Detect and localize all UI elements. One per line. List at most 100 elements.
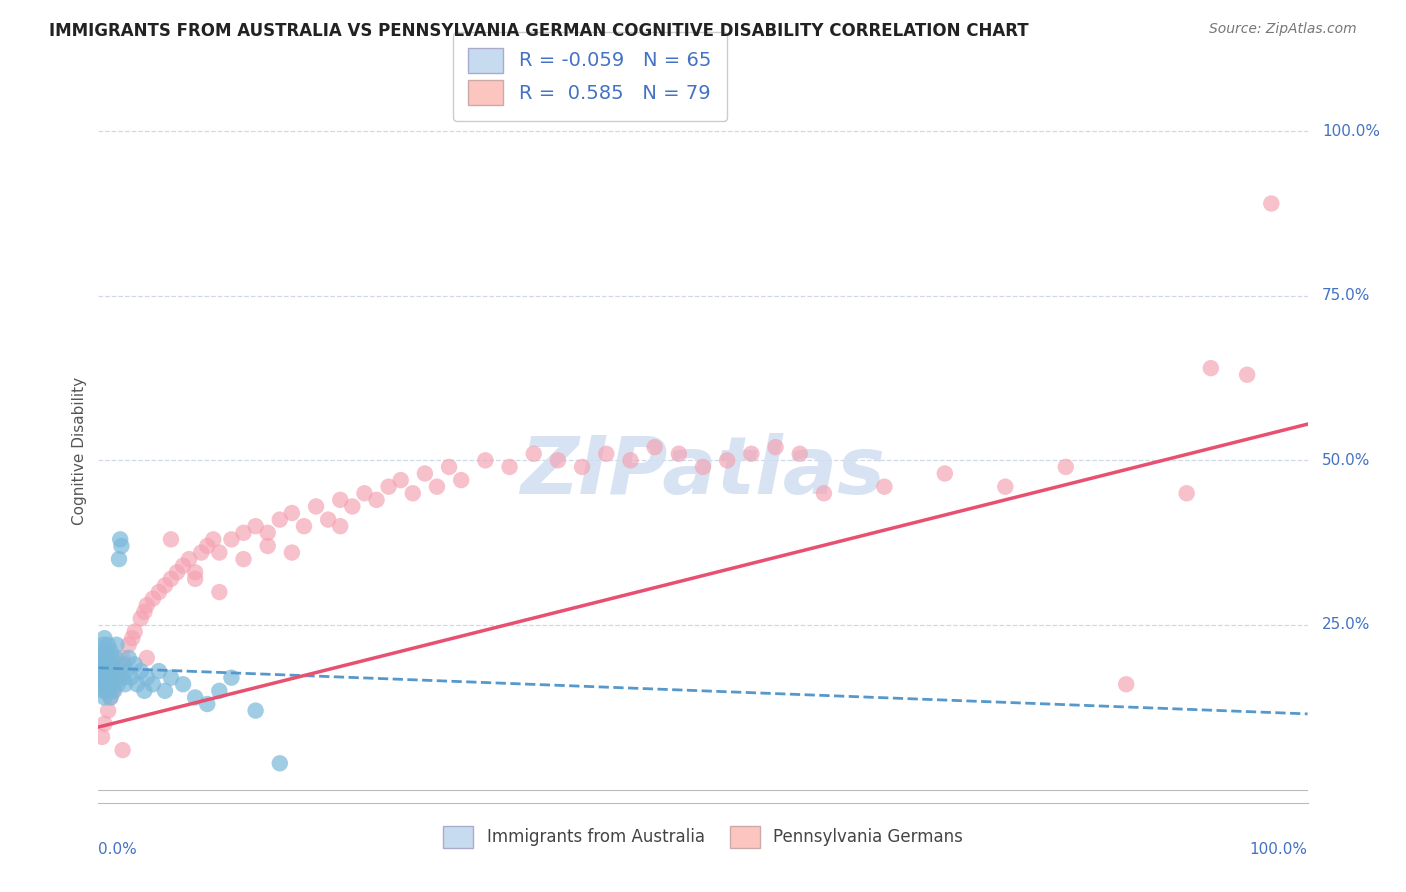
Point bbox=[100, 671, 122, 685]
Point bbox=[121, 631, 143, 645]
Point bbox=[134, 683, 156, 698]
Point bbox=[111, 671, 134, 685]
Point bbox=[105, 671, 128, 685]
Point bbox=[98, 657, 121, 672]
Point bbox=[101, 683, 124, 698]
Point bbox=[426, 480, 449, 494]
Point bbox=[100, 664, 122, 678]
Point bbox=[437, 459, 460, 474]
Point bbox=[994, 480, 1017, 494]
Point bbox=[105, 638, 128, 652]
Point bbox=[148, 664, 170, 678]
Legend: Immigrants from Australia, Pennsylvania Germans: Immigrants from Australia, Pennsylvania … bbox=[436, 820, 970, 855]
Point bbox=[269, 756, 291, 771]
Point bbox=[256, 539, 278, 553]
Point bbox=[316, 513, 339, 527]
Point bbox=[94, 671, 117, 685]
Point bbox=[93, 631, 115, 645]
Point bbox=[94, 644, 117, 658]
Point bbox=[547, 453, 569, 467]
Point bbox=[94, 683, 117, 698]
Point bbox=[281, 506, 304, 520]
Point bbox=[571, 459, 593, 474]
Point bbox=[129, 611, 152, 625]
Point bbox=[93, 690, 115, 705]
Point bbox=[179, 552, 201, 566]
Text: IMMIGRANTS FROM AUSTRALIA VS PENNSYLVANIA GERMAN COGNITIVE DISABILITY CORRELATIO: IMMIGRANTS FROM AUSTRALIA VS PENNSYLVANI… bbox=[49, 22, 1029, 40]
Point bbox=[90, 651, 112, 665]
Point bbox=[108, 664, 131, 678]
Point bbox=[107, 677, 129, 691]
Point bbox=[523, 447, 546, 461]
Point bbox=[142, 591, 165, 606]
Point bbox=[1199, 361, 1222, 376]
Point bbox=[98, 677, 121, 691]
Point bbox=[765, 440, 787, 454]
Point bbox=[1236, 368, 1258, 382]
Point bbox=[100, 690, 122, 705]
Point bbox=[232, 552, 254, 566]
Point bbox=[111, 743, 134, 757]
Point bbox=[112, 657, 135, 672]
Point bbox=[716, 453, 738, 467]
Point bbox=[118, 638, 141, 652]
Point bbox=[114, 677, 136, 691]
Point bbox=[104, 651, 127, 665]
Point bbox=[190, 545, 212, 559]
Text: 100.0%: 100.0% bbox=[1322, 124, 1381, 138]
Point bbox=[377, 480, 399, 494]
Point bbox=[153, 683, 176, 698]
Text: 100.0%: 100.0% bbox=[1250, 841, 1308, 856]
Point bbox=[1115, 677, 1137, 691]
Point bbox=[934, 467, 956, 481]
Point bbox=[115, 664, 138, 678]
Point bbox=[1175, 486, 1198, 500]
Point bbox=[195, 539, 218, 553]
Point bbox=[160, 572, 183, 586]
Point bbox=[166, 566, 188, 580]
Point bbox=[668, 447, 690, 461]
Point bbox=[740, 447, 762, 461]
Point bbox=[595, 447, 617, 461]
Point bbox=[97, 671, 120, 685]
Point bbox=[329, 519, 352, 533]
Point bbox=[124, 624, 146, 639]
Point bbox=[342, 500, 364, 514]
Point bbox=[813, 486, 835, 500]
Point bbox=[474, 453, 496, 467]
Point bbox=[172, 558, 194, 573]
Point bbox=[305, 500, 328, 514]
Point bbox=[256, 525, 278, 540]
Text: 75.0%: 75.0% bbox=[1322, 288, 1371, 303]
Point bbox=[93, 651, 115, 665]
Point bbox=[97, 638, 120, 652]
Point bbox=[111, 651, 134, 665]
Point bbox=[644, 440, 666, 454]
Point bbox=[91, 657, 114, 672]
Point bbox=[184, 566, 207, 580]
Point bbox=[97, 704, 120, 718]
Point bbox=[96, 664, 118, 678]
Point bbox=[108, 533, 131, 547]
Point bbox=[124, 657, 146, 672]
Point bbox=[873, 480, 896, 494]
Point bbox=[134, 605, 156, 619]
Point bbox=[160, 533, 183, 547]
Point bbox=[245, 519, 267, 533]
Point bbox=[281, 545, 304, 559]
Point bbox=[96, 651, 118, 665]
Point bbox=[108, 552, 131, 566]
Point bbox=[93, 716, 115, 731]
Point bbox=[366, 492, 388, 507]
Point bbox=[100, 644, 122, 658]
Point bbox=[91, 683, 114, 698]
Point bbox=[450, 473, 472, 487]
Text: ZIPatlas: ZIPatlas bbox=[520, 433, 886, 510]
Point bbox=[208, 585, 231, 599]
Point bbox=[101, 657, 124, 672]
Text: 50.0%: 50.0% bbox=[1322, 453, 1371, 467]
Point bbox=[148, 585, 170, 599]
Point bbox=[105, 671, 128, 685]
Point bbox=[91, 730, 114, 744]
Point bbox=[93, 677, 115, 691]
